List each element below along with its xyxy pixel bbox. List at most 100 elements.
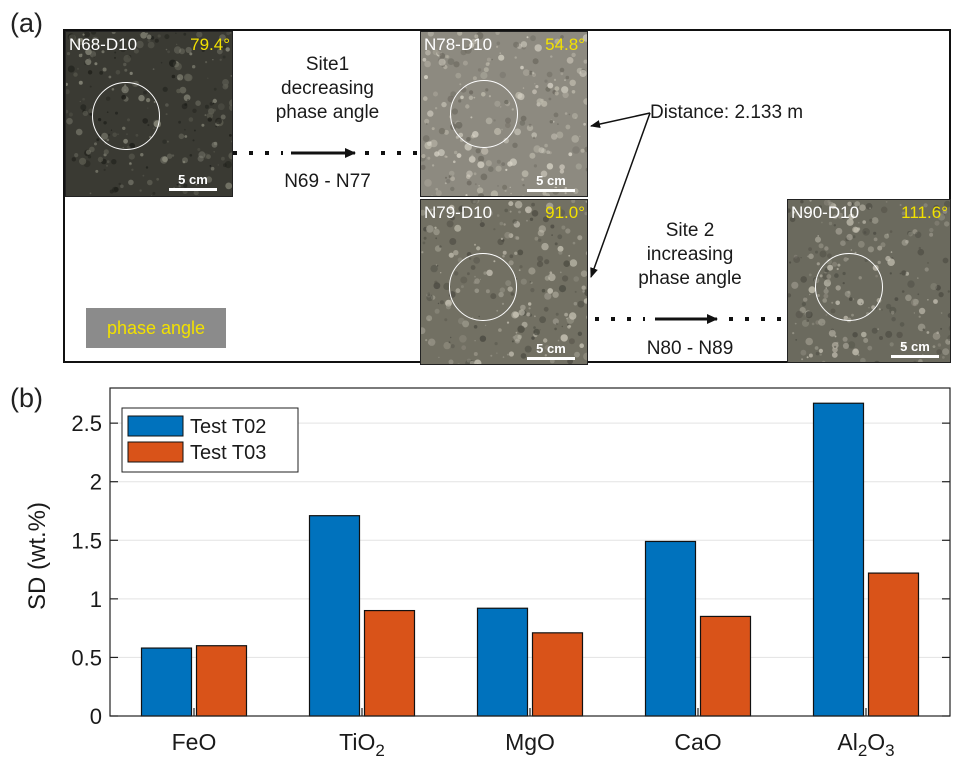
texture-speck [431,127,435,131]
photo-n68-title: N68-D10 [69,35,138,54]
texture-speck [508,351,514,357]
photo-n90-scale-line [891,355,939,358]
texture-speck [562,275,569,282]
legend-swatch-0 [127,415,184,437]
texture-speck [531,202,535,207]
texture-speck [559,271,562,274]
texture-speck [490,190,499,196]
texture-speck [114,51,117,54]
texture-speck [427,341,431,345]
texture-speck [548,151,552,155]
texture-speck [539,316,546,324]
texture-speck [555,312,559,316]
texture-speck [581,285,586,290]
texture-speck [537,229,545,237]
texture-speck [531,336,535,340]
site1-title: Site1 [305,54,350,75]
photo-n68: N68-D10 79.4° 5 cm [65,31,233,197]
texture-speck [544,354,547,357]
texture-speck [212,98,217,104]
texture-speck [205,61,208,64]
texture-speck [224,161,232,169]
texture-speck [472,76,477,81]
texture-speck [558,285,567,293]
texture-speck [487,62,490,65]
texture-speck [561,44,563,47]
texture-speck [809,200,812,202]
texture-speck [567,325,571,329]
texture-speck [176,183,179,186]
texture-speck [811,322,815,326]
texture-speck [571,135,579,143]
texture-speck [440,272,442,274]
texture-speck [848,213,855,220]
texture-speck [427,292,431,296]
texture-speck [438,127,446,135]
texture-speck [936,331,939,334]
texture-speck [195,100,201,106]
texture-speck [434,308,440,314]
texture-speck [889,306,897,314]
texture-speck [559,169,565,174]
photo-n78-scale-label: 5 cm [536,173,566,188]
legend-label-0: Test T02 [190,416,266,438]
texture-speck [885,303,892,310]
texture-speck [918,246,921,250]
texture-speck [435,187,439,191]
texture-speck [433,91,438,97]
texture-speck [579,135,581,138]
texture-speck [454,150,458,155]
texture-speck [147,41,155,49]
texture-speck [528,267,536,275]
photo-n78-texture [421,32,587,196]
texture-speck [229,32,232,34]
texture-speck [561,86,569,94]
site2-direction: increasing [646,244,734,265]
texture-speck [146,34,152,40]
texture-speck [184,128,186,131]
texture-speck [520,41,528,48]
texture-speck [443,341,451,350]
texture-speck [539,329,541,331]
texture-speck [128,153,135,160]
photo-n90-circle [815,253,883,321]
texture-speck [533,328,540,336]
texture-speck [217,164,220,166]
texture-speck [542,191,547,196]
texture-speck [89,192,92,195]
texture-speck [944,221,950,227]
texture-speck [557,339,560,342]
photo-n79-scale-label: 5 cm [536,341,566,356]
x-tick-label-mgo: MgO [505,729,555,755]
texture-speck [434,226,437,229]
texture-speck [75,128,83,136]
texture-speck [942,257,949,264]
texture-speck [502,250,507,255]
texture-speck [175,32,177,34]
texture-speck [847,341,856,349]
texture-speck [543,306,549,312]
texture-speck [152,68,155,70]
texture-speck [453,61,460,68]
texture-speck [852,348,859,356]
texture-speck [531,71,535,75]
texture-speck [219,34,226,41]
texture-speck [800,276,807,283]
texture-speck [944,200,950,208]
texture-speck [520,65,524,70]
texture-speck [828,201,834,208]
texture-speck [183,94,191,102]
texture-speck [66,82,68,86]
texture-speck [815,351,820,356]
texture-speck [817,235,819,237]
texture-speck [145,32,149,35]
texture-speck [536,261,544,268]
texture-speck [885,330,893,338]
texture-speck [552,318,559,325]
texture-speck [195,183,198,186]
texture-speck [469,360,475,364]
texture-speck [503,223,506,226]
texture-speck [103,149,109,155]
texture-speck [536,98,543,105]
texture-speck [426,315,433,322]
